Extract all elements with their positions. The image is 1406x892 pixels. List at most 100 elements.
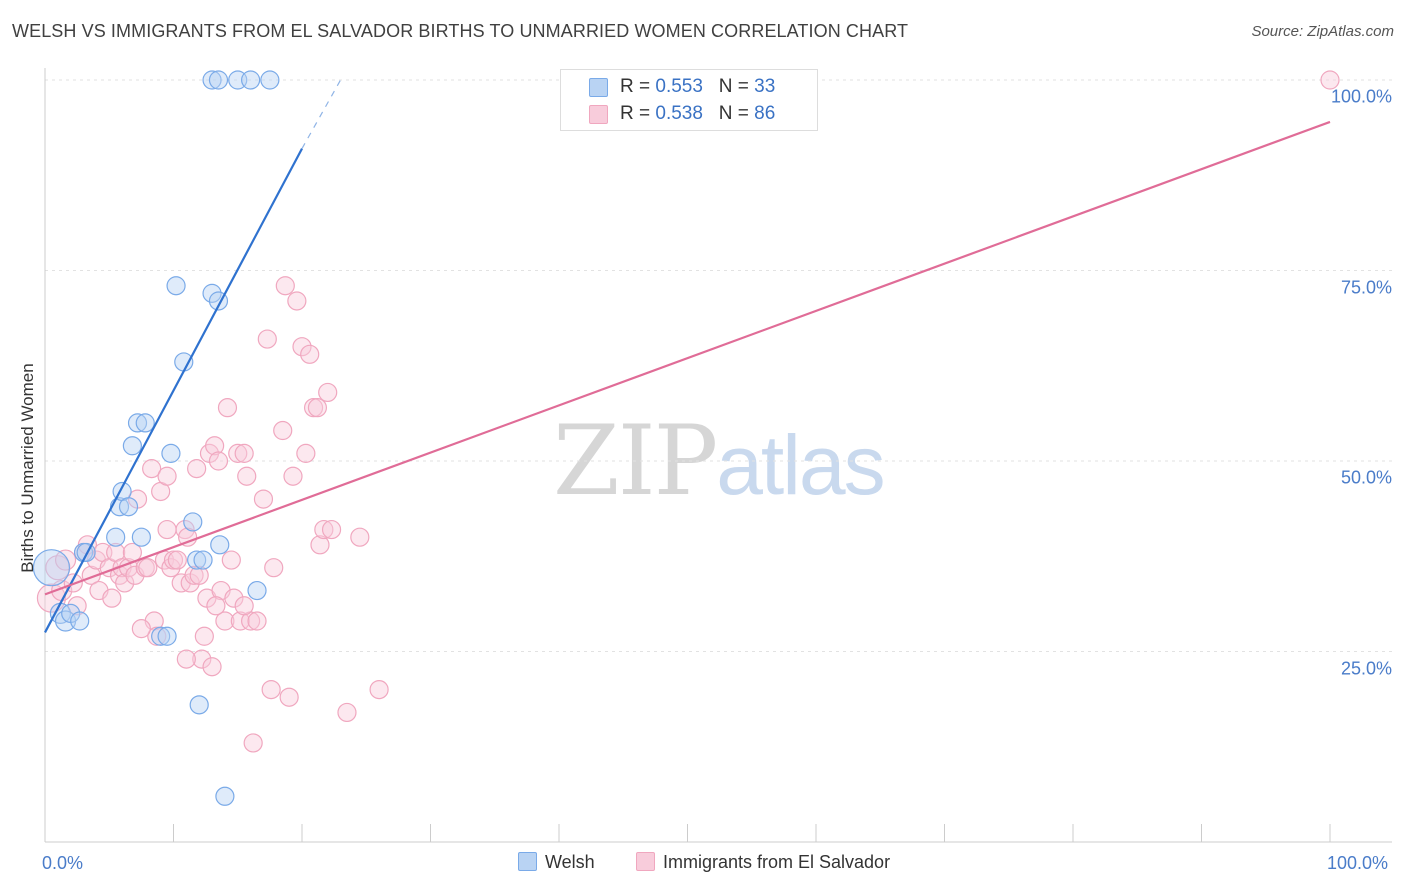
r-label: R = (620, 103, 651, 124)
data-point (307, 398, 328, 418)
salvador-trend-line (44, 120, 1331, 596)
welsh-trend-line (44, 148, 303, 633)
data-point (174, 352, 194, 372)
x-tick-label-max: 100.0% (1327, 853, 1389, 873)
data-point (138, 558, 158, 578)
data-point (337, 702, 357, 723)
data-point (210, 535, 230, 555)
data-point (176, 649, 196, 669)
data-point (273, 420, 293, 441)
data-point (215, 786, 235, 806)
data-point (279, 687, 299, 707)
data-point (76, 542, 96, 563)
salvador-n-value: 86 (754, 103, 776, 124)
data-point (157, 466, 177, 486)
data-point (161, 558, 181, 578)
data-point (189, 565, 209, 585)
data-point (205, 436, 225, 456)
n-label: N = (718, 76, 749, 97)
data-point (296, 443, 316, 463)
y-tick-label: 50.0% (1340, 467, 1392, 488)
y-tick-label: 25.0% (1340, 658, 1392, 678)
data-point (261, 679, 281, 700)
data-point (70, 611, 90, 631)
salvador-legend-swatch (636, 852, 655, 871)
data-point (187, 459, 207, 479)
data-point (202, 70, 222, 90)
data-point (192, 649, 212, 669)
data-point (321, 519, 342, 540)
data-point (184, 565, 204, 585)
data-point (369, 679, 389, 700)
source-credit: Source: ZipAtlas.com (1251, 23, 1394, 40)
data-point (247, 580, 267, 601)
data-point (131, 619, 151, 639)
x-tick-label-min: 0.0% (42, 853, 84, 873)
data-point (253, 489, 274, 509)
data-point (161, 443, 181, 463)
data-point (208, 451, 229, 471)
data-point (314, 519, 334, 540)
data-point (264, 558, 284, 578)
legend-item-salvador[interactable]: Immigrants from El Salvador (636, 852, 890, 873)
data-point (234, 443, 254, 463)
data-point (118, 497, 139, 517)
data-point (193, 550, 213, 570)
data-point (166, 276, 186, 296)
data-point (300, 344, 320, 364)
y-axis-label: Births to Unmarried Women (18, 363, 37, 573)
data-point (202, 283, 222, 303)
data-point (247, 611, 267, 631)
data-point (142, 459, 162, 479)
trend-lines (44, 79, 1331, 633)
data-point (350, 527, 370, 547)
data-point (237, 466, 257, 486)
stats-legend: R = 0.553 N = 33 R = 0.538 N = 86 (560, 69, 818, 131)
data-point (167, 550, 187, 570)
watermark: ZIPatlas (553, 405, 886, 517)
data-point (208, 70, 229, 90)
data-point (221, 550, 241, 570)
data-point (234, 596, 254, 616)
welsh-trend-extension (301, 79, 342, 149)
data-point (189, 695, 209, 715)
data-point (275, 276, 295, 296)
data-point (230, 611, 250, 631)
salvador-legend-label: Immigrants from El Salvador (663, 852, 891, 872)
data-point (157, 626, 177, 646)
y-tick-label: 100.0% (1330, 86, 1392, 107)
data-point (157, 519, 177, 540)
data-point (183, 512, 203, 532)
salvador-swatch (589, 105, 608, 124)
welsh-legend-swatch (518, 852, 537, 871)
data-point (206, 596, 226, 616)
watermark-atlas: atlas (716, 418, 885, 512)
data-point (243, 733, 263, 753)
data-point (194, 626, 214, 646)
data-point (310, 535, 330, 555)
welsh-legend-label: Welsh (545, 852, 595, 872)
data-point (292, 337, 312, 357)
data-point (1320, 70, 1340, 90)
salvador-r-value: 0.538 (655, 103, 703, 124)
data-points (32, 70, 1340, 806)
data-point (257, 329, 277, 349)
data-point (54, 549, 77, 571)
data-point (115, 573, 135, 593)
gridlines (45, 79, 1392, 652)
r-label: R = (620, 76, 651, 97)
data-point (318, 382, 338, 403)
data-point (241, 70, 261, 90)
y-tick-label: 75.0% (1340, 277, 1392, 297)
data-point (131, 527, 151, 547)
data-point (228, 443, 248, 463)
data-point (287, 291, 307, 311)
data-point (178, 527, 198, 547)
data-point (135, 413, 155, 433)
data-point (151, 626, 171, 646)
welsh-r-value: 0.553 (655, 76, 703, 97)
data-point (67, 596, 87, 616)
data-point (122, 436, 142, 456)
legend-item-welsh[interactable]: Welsh (518, 852, 595, 873)
